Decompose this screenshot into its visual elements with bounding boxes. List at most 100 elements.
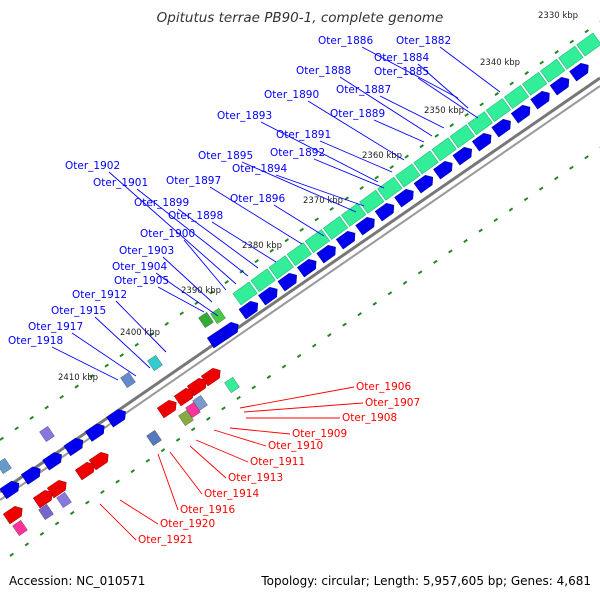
gene-label-oter-1912: Oter_1912 [72,289,127,301]
gene-arrow [74,462,95,481]
misc-feature-block [12,520,28,536]
gene-label-oter-1889: Oter_1889 [330,108,385,120]
rna-feature [395,163,421,188]
leader-line [51,346,119,381]
gene-arrow [296,258,317,278]
track-dash [281,364,287,369]
scale-label-2340-kbp: 2340 kbp [480,58,520,68]
rna-feature [232,281,258,306]
track-dash [115,479,120,484]
leader-line [189,445,227,479]
track-dash [224,280,229,285]
gene-arrow [0,480,20,500]
track-dash [130,469,136,474]
leader-line [439,46,501,93]
gene-label-oter-1885: Oter_1885 [374,66,429,78]
track-dash [100,490,105,495]
track-dash [24,542,30,547]
gene-arrow [63,437,84,457]
gene-arrow [549,76,570,96]
track-dash [29,415,34,420]
scale-label-2390-kbp: 2390 kbp [181,286,221,296]
misc-features [0,308,240,536]
rna-feature [268,255,294,280]
outer-tick-track [0,20,600,441]
track-dash [179,311,184,316]
track-dash [434,133,439,138]
gene-arrow [530,90,550,110]
rna-feature [467,111,493,136]
track-dash [59,394,64,400]
track-dash [119,353,124,358]
track-dash [266,374,272,379]
gene-arrow [32,490,53,509]
plus-strand-genes-mid [206,322,239,349]
rna-feature [377,176,403,201]
misc-feature-block [185,402,201,418]
track-dash [44,405,49,410]
track-dash [538,186,544,191]
leader-line [71,332,137,377]
scale-label-2400-kbp: 2400 kbp [120,328,160,338]
gene-label-oter-1908: Oter_1908 [342,412,397,424]
gene-arrow [413,174,434,194]
gene-arrow [433,160,453,180]
gene-label-oter-1906: Oter_1906 [356,381,411,393]
track-dash [284,238,289,243]
track-dash [478,228,483,233]
scale-label-2330-kbp: 2330 kbp [538,11,578,21]
track-dash [311,343,317,348]
gene-label-oter-1890: Oter_1890 [264,89,319,101]
gene-arrow [258,286,278,306]
leader-line [241,161,357,213]
leader-line [417,63,469,109]
track-dash [523,197,529,202]
gene-arrow [471,132,492,152]
gene-label-oter-1917: Oter_1917 [28,321,83,333]
gene-label-oter-1892: Oter_1892 [270,147,325,159]
rna-feature [322,215,349,240]
track-dash [209,290,214,295]
track-dash [417,270,423,275]
genome-backbone-upper [0,76,600,494]
misc-feature-block [147,355,163,371]
leader-line [211,221,277,263]
gene-arrow [2,506,23,525]
track-dash [206,416,211,421]
track-dash [419,144,424,149]
leader-line [155,272,219,317]
genome-summary: Topology: circular; Length: 5,957,605 bp… [261,574,591,588]
gene-label-oter-1914: Oter_1914 [204,488,259,500]
track-dash [296,354,302,359]
misc-feature-block [0,458,12,474]
track-dash [493,218,499,223]
track-dash [539,60,544,65]
track-dash [327,333,332,338]
track-dash [160,448,166,453]
gene-label-oter-1903: Oter_1903 [119,245,174,257]
rna-feature [449,124,475,149]
minus-strand-labels: Oter_1906Oter_1907Oter_1908Oter_1909Oter… [99,381,420,546]
gene-label-oter-1909: Oter_1909 [292,428,347,440]
gene-label-oter-1882: Oter_1882 [396,35,451,47]
gene-arrow [238,300,259,320]
track-dash [463,238,468,243]
track-dash [449,123,454,128]
gene-label-oter-1905: Oter_1905 [114,275,169,287]
track-dash [175,437,181,442]
gene-label-oter-1910: Oter_1910 [268,440,323,452]
gene-label-oter-1894: Oter_1894 [232,163,287,175]
scale-label-2360-kbp: 2360 kbp [362,151,402,161]
track-dash [448,249,453,254]
gene-label-oter-1921: Oter_1921 [138,534,193,546]
leader-line [183,239,227,291]
misc-feature-block [120,372,136,388]
leader-line [99,503,137,541]
gene-label-oter-1897: Oter_1897 [166,175,221,187]
track-dash [85,500,90,505]
gene-label-oter-1920: Oter_1920 [160,518,215,530]
gene-arrow [569,62,589,82]
rna-feature [540,58,566,83]
gene-label-oter-1888: Oter_1888 [296,65,351,77]
